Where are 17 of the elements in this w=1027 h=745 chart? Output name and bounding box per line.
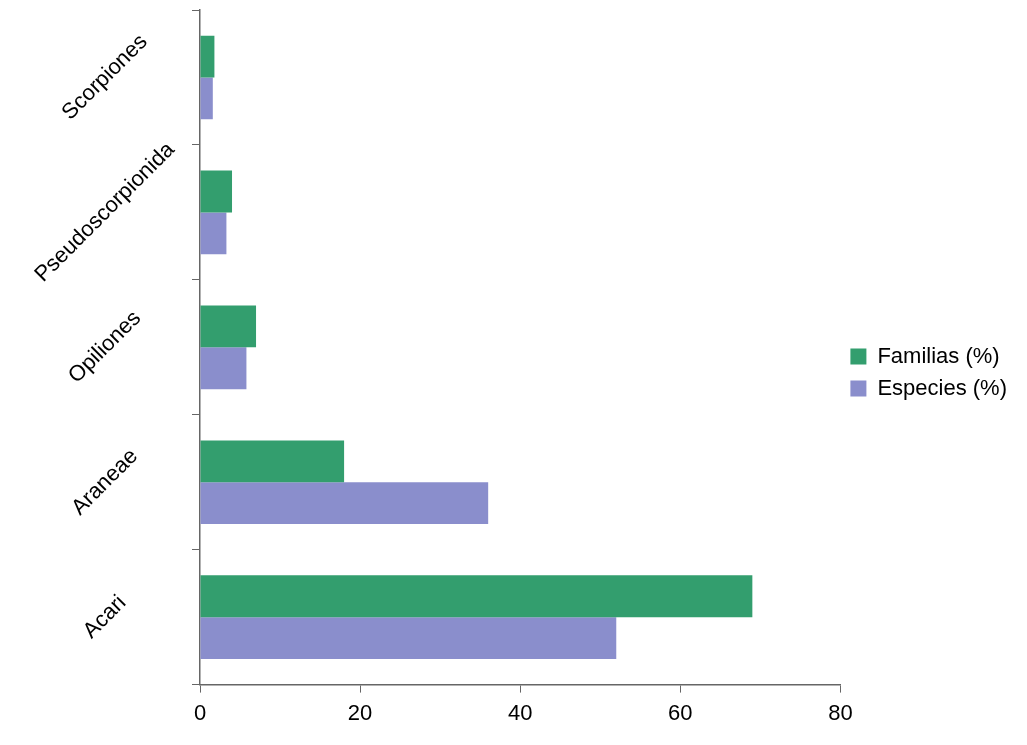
bar (200, 305, 257, 348)
x-tick-label: 20 (347, 699, 373, 725)
bar (200, 575, 753, 618)
bar (200, 440, 345, 483)
bar (200, 617, 617, 659)
x-tick-label: 40 (507, 699, 533, 725)
bar (200, 212, 227, 255)
x-tick-label: 60 (668, 699, 693, 725)
x-tick-label: 0 (193, 699, 207, 725)
legend-label: Familias (%) (877, 342, 1000, 368)
bar (200, 77, 213, 120)
bar (200, 170, 233, 213)
bar (200, 347, 247, 390)
bar (200, 35, 215, 78)
x-tick-label: 80 (828, 699, 853, 725)
bar (200, 482, 489, 525)
legend-label: Especies (%) (877, 374, 1007, 400)
